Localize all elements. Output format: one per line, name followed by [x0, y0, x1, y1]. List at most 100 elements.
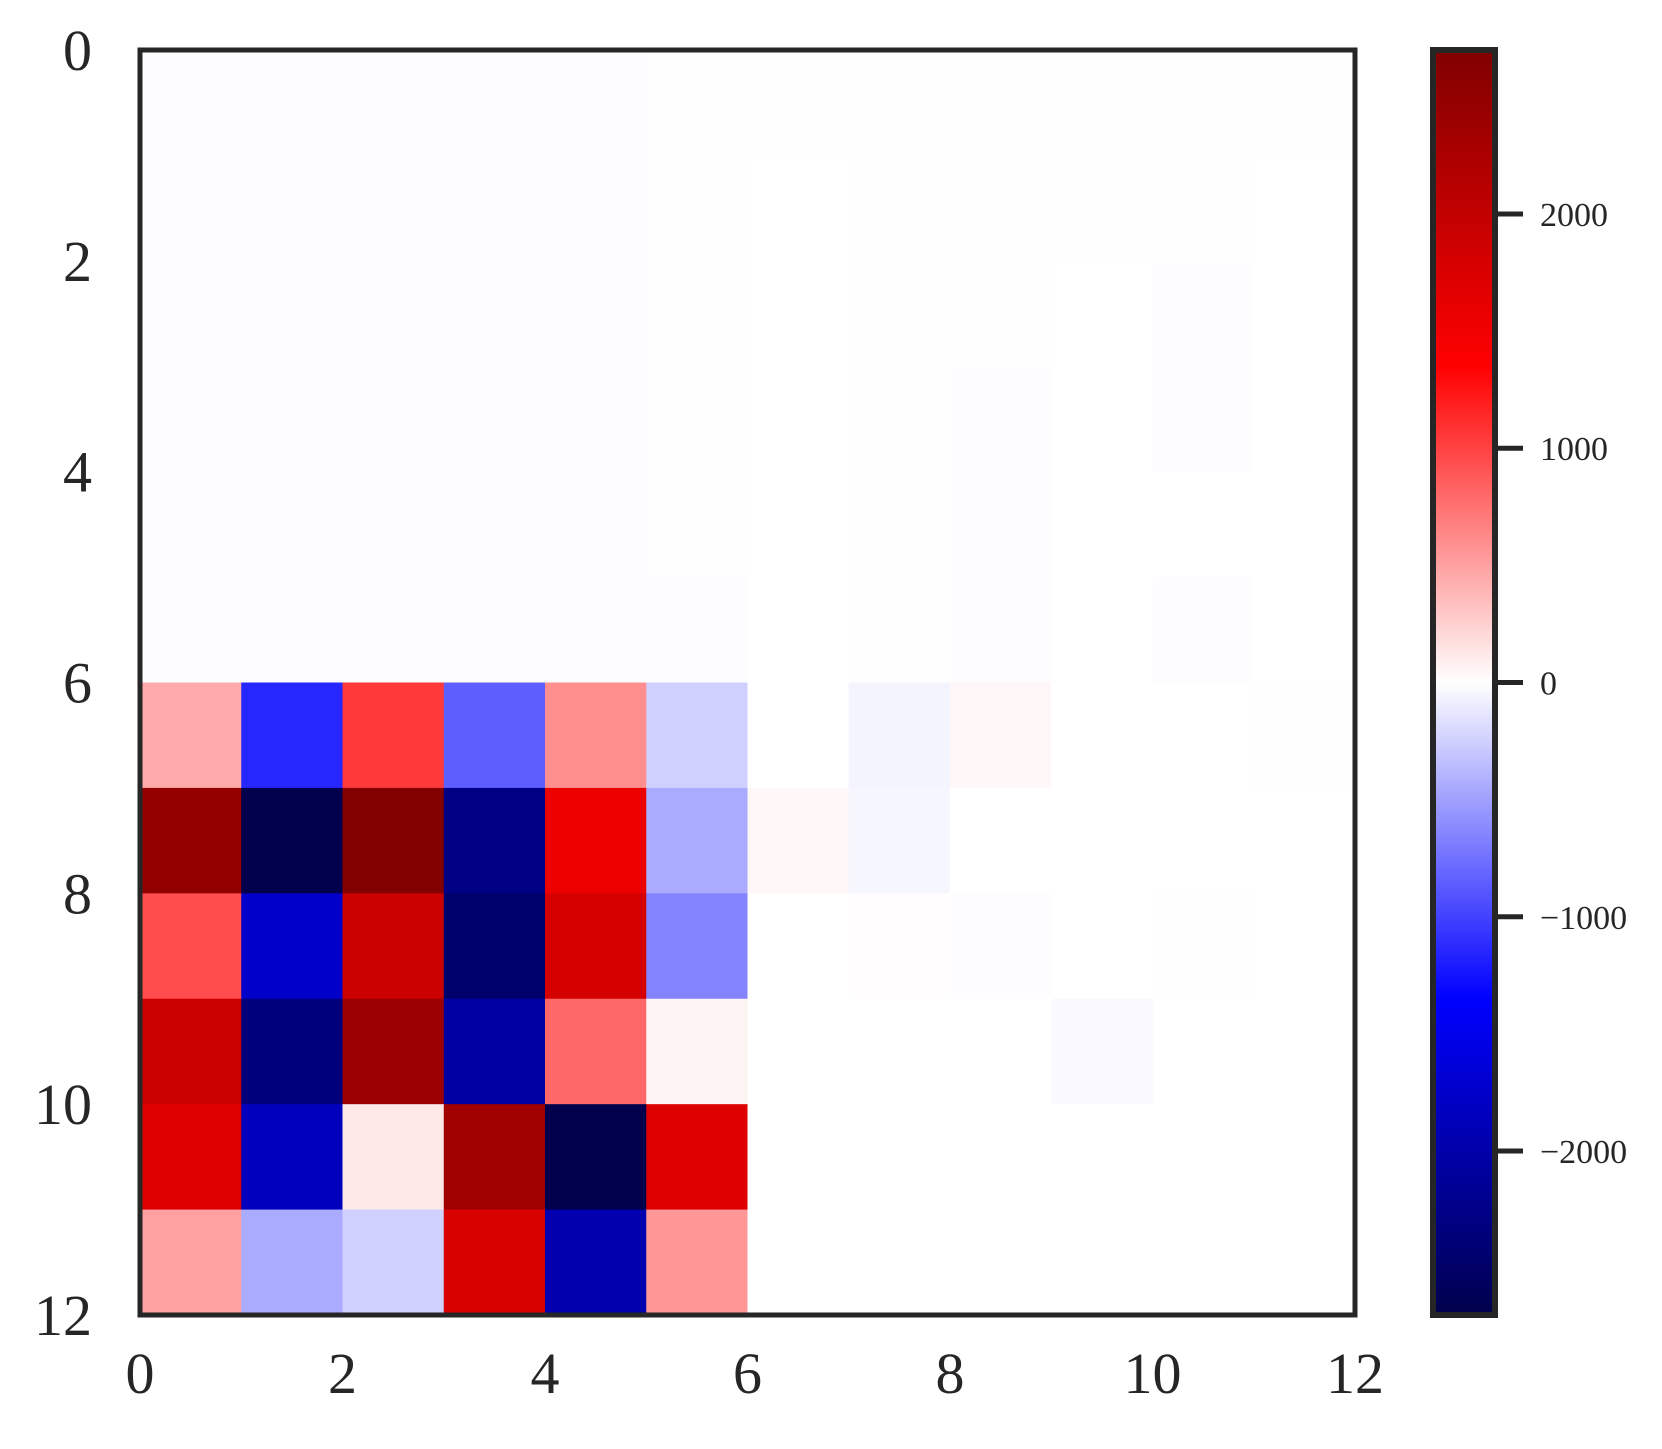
- heatmap-cell: [140, 50, 242, 157]
- heatmap-cell: [950, 366, 1052, 473]
- heatmap-cell: [646, 787, 749, 894]
- heatmap-cell: [140, 471, 242, 578]
- heatmap-cell: [140, 682, 242, 789]
- heatmap-cell: [848, 366, 951, 473]
- heatmap-cell: [950, 260, 1052, 367]
- heatmap-cell: [848, 998, 951, 1105]
- heatmap-cell: [443, 682, 546, 789]
- heatmap-cell: [1051, 1104, 1154, 1211]
- heatmap-cell: [140, 1209, 242, 1316]
- x-axis-ticks: 0 2 4 6 8 10 12: [126, 1341, 1385, 1406]
- heatmap-cell: [140, 366, 242, 473]
- x-tick-label: 2: [328, 1341, 357, 1406]
- colorbar-tick-label: 2000: [1540, 197, 1608, 234]
- heatmap-cell: [241, 50, 344, 157]
- heatmap-cell: [646, 260, 749, 367]
- heatmap-cell: [646, 998, 749, 1105]
- heatmap-cell: [1051, 682, 1154, 789]
- heatmap-cell: [1051, 155, 1154, 262]
- x-tick-label: 10: [1124, 1341, 1182, 1406]
- heatmap-cell: [646, 155, 749, 262]
- heatmap-cell: [1253, 682, 1356, 789]
- heatmap-cell: [1253, 155, 1356, 262]
- heatmap-cell: [443, 1209, 546, 1316]
- heatmap-cell: [241, 366, 344, 473]
- y-tick-label: 10: [34, 1072, 92, 1137]
- colorbar-tick-label: 1000: [1540, 431, 1608, 468]
- heatmap-cell: [443, 577, 546, 684]
- heatmap-cell: [1253, 1104, 1356, 1211]
- heatmap-cell: [443, 787, 546, 894]
- heatmap-cell: [950, 998, 1052, 1105]
- heatmap-cell: [1253, 260, 1356, 367]
- heatmap-cell: [342, 471, 445, 578]
- heatmap-cell: [1253, 471, 1356, 578]
- heatmap-cell: [342, 50, 445, 157]
- heatmap-cell: [1051, 471, 1154, 578]
- heatmap-cell: [1152, 787, 1255, 894]
- heatmap-cell: [950, 155, 1052, 262]
- heatmap-cell: [1253, 577, 1356, 684]
- heatmap-cell: [545, 998, 647, 1105]
- x-tick-label: 12: [1326, 1341, 1384, 1406]
- heatmap-cell: [342, 682, 445, 789]
- heatmap-cell: [848, 1209, 951, 1316]
- heatmap-cell: [241, 155, 344, 262]
- heatmap-cell: [1152, 471, 1255, 578]
- heatmap-cell: [950, 1104, 1052, 1211]
- heatmap-cell: [342, 893, 445, 1000]
- heatmap-cell: [443, 1104, 546, 1211]
- colorbar-tick-label: −1000: [1540, 900, 1627, 937]
- heatmap-cell: [545, 260, 647, 367]
- heatmap-cell: [1051, 366, 1154, 473]
- x-tick-label: 6: [733, 1341, 762, 1406]
- heatmap-cell: [1051, 50, 1154, 157]
- heatmap-cell: [1152, 1104, 1255, 1211]
- heatmap-cell: [646, 1209, 749, 1316]
- heatmap-cell: [241, 893, 344, 1000]
- heatmap-cell: [747, 893, 850, 1000]
- heatmap-cell: [1152, 577, 1255, 684]
- heatmap-cell: [1051, 893, 1154, 1000]
- heatmap-cell: [342, 577, 445, 684]
- colorbar-ticks: 2000 1000 0 −1000 −2000: [1495, 197, 1627, 1171]
- heatmap-cell: [140, 1104, 242, 1211]
- x-tick-label: 4: [531, 1341, 560, 1406]
- heatmap-cell: [1253, 366, 1356, 473]
- y-tick-label: 12: [34, 1283, 92, 1348]
- x-tick-label: 0: [126, 1341, 155, 1406]
- heatmap-cell: [646, 366, 749, 473]
- heatmap-cell: [140, 893, 242, 1000]
- heatmap-cell: [1152, 50, 1255, 157]
- heatmap-cell: [646, 682, 749, 789]
- heatmap-cell: [950, 471, 1052, 578]
- colorbar-tick-label: 0: [1540, 666, 1557, 703]
- heatmap-cell: [747, 682, 850, 789]
- heatmap-cell: [545, 787, 647, 894]
- heatmap-cell: [241, 787, 344, 894]
- heatmap-cell: [1253, 787, 1356, 894]
- heatmap-cell: [646, 893, 749, 1000]
- heatmap-cell: [646, 1104, 749, 1211]
- heatmap-cell: [140, 155, 242, 262]
- heatmap-cell: [342, 1209, 445, 1316]
- heatmap-cell: [140, 577, 242, 684]
- heatmap-cell: [848, 260, 951, 367]
- heatmap-cell: [342, 366, 445, 473]
- heatmap-cell: [140, 787, 242, 894]
- heatmap-cell: [342, 787, 445, 894]
- plot-frame: [137, 47, 1358, 1318]
- heatmap-cell: [950, 787, 1052, 894]
- heatmap-cell: [747, 260, 850, 367]
- y-tick-label: 6: [63, 651, 92, 716]
- heatmap-cell: [1051, 577, 1154, 684]
- heatmap-cell: [747, 1104, 850, 1211]
- heatmap-cell: [950, 50, 1052, 157]
- heatmap-cell: [1253, 893, 1356, 1000]
- heatmap-cell: [545, 155, 647, 262]
- heatmap-cell: [342, 155, 445, 262]
- heatmap-cell: [545, 893, 647, 1000]
- heatmap-cell: [1152, 893, 1255, 1000]
